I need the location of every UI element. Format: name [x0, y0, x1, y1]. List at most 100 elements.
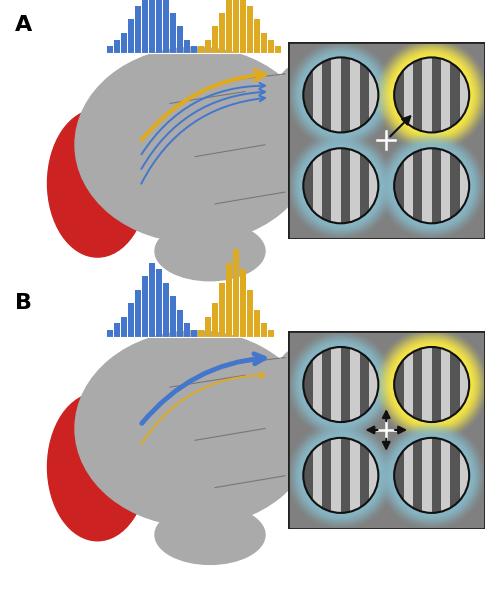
Circle shape — [302, 147, 380, 225]
Ellipse shape — [48, 109, 148, 257]
Bar — [268, 40, 274, 53]
Circle shape — [378, 41, 486, 149]
Bar — [240, 269, 246, 337]
Bar — [422, 57, 432, 132]
Bar — [422, 347, 432, 422]
Ellipse shape — [272, 65, 322, 154]
Circle shape — [382, 426, 482, 525]
Circle shape — [392, 147, 471, 225]
Bar — [350, 347, 360, 422]
Bar — [254, 20, 260, 53]
Bar — [341, 438, 350, 513]
Bar — [432, 438, 441, 513]
Circle shape — [385, 139, 478, 233]
Circle shape — [394, 438, 469, 513]
Bar — [148, 0, 154, 53]
Bar — [198, 47, 203, 53]
Bar — [218, 12, 224, 53]
Circle shape — [298, 342, 383, 427]
Bar — [142, 276, 148, 337]
Circle shape — [394, 347, 469, 422]
Circle shape — [296, 430, 386, 521]
Bar — [232, 249, 238, 337]
Bar — [322, 57, 332, 132]
Circle shape — [388, 52, 474, 138]
Bar — [441, 57, 450, 132]
Circle shape — [378, 422, 485, 528]
Circle shape — [298, 53, 383, 137]
Bar — [460, 57, 469, 132]
Bar — [184, 40, 190, 53]
Circle shape — [382, 45, 482, 145]
Bar — [232, 0, 238, 53]
Bar — [350, 57, 360, 132]
Bar — [360, 148, 369, 223]
Circle shape — [291, 45, 391, 145]
Ellipse shape — [272, 349, 322, 437]
Circle shape — [394, 57, 469, 132]
Bar — [312, 347, 322, 422]
Circle shape — [382, 136, 482, 236]
Bar — [394, 148, 404, 223]
Circle shape — [302, 345, 380, 424]
Bar — [190, 47, 196, 53]
Circle shape — [380, 333, 484, 437]
Bar — [360, 347, 369, 422]
Circle shape — [390, 343, 473, 426]
Bar — [212, 303, 218, 337]
Bar — [369, 438, 378, 513]
Circle shape — [297, 142, 384, 229]
Circle shape — [289, 43, 393, 147]
Bar — [450, 347, 460, 422]
Circle shape — [294, 337, 388, 431]
Circle shape — [386, 430, 477, 521]
Circle shape — [392, 56, 471, 134]
Circle shape — [292, 47, 390, 144]
Circle shape — [388, 342, 474, 427]
Circle shape — [292, 336, 390, 433]
Bar — [226, 262, 232, 337]
Bar — [422, 438, 432, 513]
Bar — [341, 347, 350, 422]
Bar — [226, 0, 232, 53]
Bar — [350, 438, 360, 513]
Circle shape — [300, 344, 382, 425]
Circle shape — [391, 435, 472, 516]
Circle shape — [304, 148, 378, 223]
Bar — [246, 290, 252, 337]
Bar — [156, 0, 162, 53]
Bar — [156, 269, 162, 337]
Bar — [304, 438, 312, 513]
Bar — [176, 310, 182, 337]
Bar — [260, 33, 266, 53]
Bar — [246, 6, 252, 53]
Bar — [332, 57, 341, 132]
Ellipse shape — [48, 393, 148, 541]
Bar — [332, 347, 341, 422]
Bar — [404, 57, 413, 132]
Bar — [134, 6, 140, 53]
Bar — [404, 347, 413, 422]
Bar — [460, 347, 469, 422]
Circle shape — [291, 335, 391, 434]
Circle shape — [376, 39, 488, 151]
Circle shape — [288, 422, 394, 528]
Ellipse shape — [75, 47, 315, 242]
Circle shape — [292, 137, 390, 234]
Circle shape — [394, 148, 469, 223]
Bar — [240, 0, 246, 53]
Ellipse shape — [75, 331, 315, 526]
Bar — [114, 40, 119, 53]
Bar — [304, 148, 312, 223]
Circle shape — [296, 50, 386, 140]
Bar — [170, 12, 175, 53]
Bar — [404, 438, 413, 513]
Bar — [460, 438, 469, 513]
Bar — [413, 347, 422, 422]
Bar — [322, 438, 332, 513]
Bar — [260, 323, 266, 337]
Circle shape — [296, 141, 386, 231]
Bar — [441, 148, 450, 223]
Bar — [332, 438, 341, 513]
Bar — [360, 438, 369, 513]
